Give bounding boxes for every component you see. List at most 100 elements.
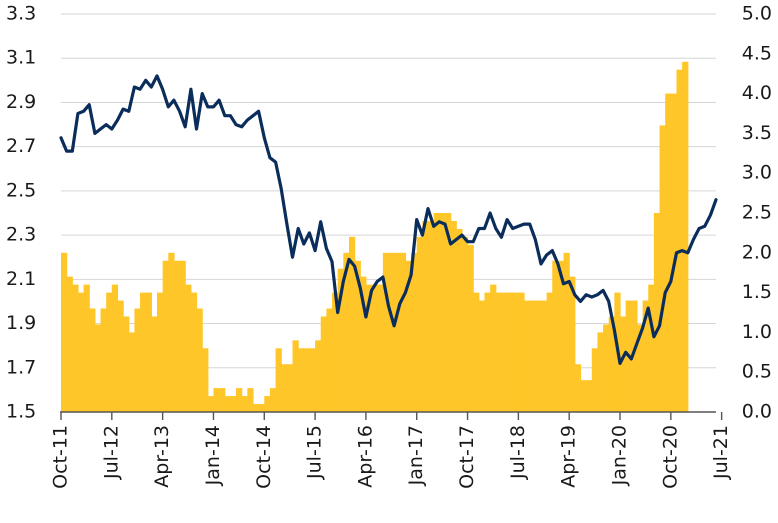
x-tick-label: Apr-13 <box>151 425 173 488</box>
bar <box>659 125 666 412</box>
bar <box>586 380 593 412</box>
bar <box>473 292 480 412</box>
right-tick-label: 5.0 <box>742 3 772 25</box>
bar <box>518 292 525 412</box>
bar <box>213 388 220 412</box>
bar <box>241 396 248 412</box>
bar <box>456 228 463 412</box>
bar <box>162 260 169 412</box>
bar <box>185 284 192 412</box>
right-tick-label: 3.5 <box>742 122 772 144</box>
bar <box>580 380 587 412</box>
bar <box>236 388 243 412</box>
bar <box>303 348 311 412</box>
bar <box>478 300 486 412</box>
bar <box>230 396 237 412</box>
bar <box>258 404 265 412</box>
left-tick-label: 3.3 <box>6 3 36 25</box>
right-tick-label: 4.0 <box>742 82 772 104</box>
bar <box>202 348 209 412</box>
right-tick-label: 2.5 <box>742 202 772 224</box>
x-axis-tick-marks <box>60 412 723 420</box>
x-axis-tick-labels: Oct-11 Jul-12 Apr-13 Jan-14 Oct-14 Jul-15 Apr-… <box>50 425 733 489</box>
bar <box>512 292 519 412</box>
bar <box>394 252 401 412</box>
left-tick-label: 2.9 <box>6 91 36 113</box>
bar <box>83 284 90 412</box>
x-tick-label: Oct-17 <box>456 425 478 489</box>
bar <box>416 236 423 412</box>
bar <box>450 220 457 412</box>
x-tick-label: Apr-16 <box>354 425 376 488</box>
bar <box>140 292 147 412</box>
bar <box>151 316 158 412</box>
bar <box>371 284 378 412</box>
bar <box>461 236 469 412</box>
bar <box>631 300 638 412</box>
bar <box>682 61 689 412</box>
bar <box>574 364 582 412</box>
bar <box>298 348 305 412</box>
left-tick-label: 3.1 <box>6 47 36 69</box>
bar <box>264 396 271 412</box>
bar <box>128 332 136 412</box>
bar <box>292 340 299 412</box>
right-tick-label: 0.0 <box>742 401 772 423</box>
bar <box>399 252 407 412</box>
right-tick-label: 1.5 <box>742 281 772 303</box>
bar <box>100 308 107 412</box>
x-tick-label: Jan-17 <box>405 425 427 486</box>
bar <box>269 388 277 412</box>
x-tick-label: Apr-19 <box>558 425 580 488</box>
bar <box>179 260 186 412</box>
right-tick-label: 0.5 <box>742 361 772 383</box>
bar <box>168 252 175 412</box>
bar <box>66 276 73 412</box>
right-tick-label: 3.0 <box>742 162 772 184</box>
bar <box>552 260 559 412</box>
bar <box>653 213 661 412</box>
bar <box>309 348 316 412</box>
bar <box>252 404 260 412</box>
x-tick-label: Jul-12 <box>100 425 122 480</box>
bar <box>337 268 344 412</box>
left-tick-label: 2.3 <box>6 224 36 246</box>
right-tick-label: 2.0 <box>742 241 772 263</box>
bar <box>529 300 536 412</box>
bar <box>411 252 418 412</box>
bar <box>207 396 215 412</box>
bar <box>382 252 390 412</box>
bar <box>524 300 531 412</box>
bar <box>61 252 68 412</box>
bar <box>444 213 452 412</box>
x-tick-label: Oct-11 <box>50 425 72 489</box>
bar <box>676 69 683 412</box>
bar <box>94 324 102 412</box>
bar <box>117 300 124 412</box>
bar <box>388 252 395 412</box>
bar <box>484 292 491 412</box>
line-series <box>59 74 718 365</box>
left-tick-label: 2.5 <box>6 179 36 201</box>
bar <box>490 284 497 412</box>
bar <box>439 213 446 412</box>
bar <box>365 284 373 412</box>
bar <box>360 276 367 412</box>
left-tick-label: 2.7 <box>6 135 36 157</box>
bar <box>428 220 435 412</box>
bar <box>106 292 113 412</box>
bar <box>557 260 565 412</box>
bar <box>405 260 412 412</box>
bar <box>332 292 339 412</box>
bar <box>275 348 282 412</box>
right-axis-tick-labels: 0.0 0.5 1.0 1.5 2.0 2.5 3.0 3.5 4.0 4.5 5.0 <box>742 3 772 423</box>
bar <box>507 292 514 412</box>
bar <box>343 252 350 412</box>
bar <box>377 284 384 412</box>
bar <box>648 284 655 412</box>
bar <box>467 244 474 412</box>
bar <box>190 292 198 412</box>
bar <box>546 292 553 412</box>
x-tick-label: Jul-21 <box>710 425 732 480</box>
bar <box>636 324 644 412</box>
